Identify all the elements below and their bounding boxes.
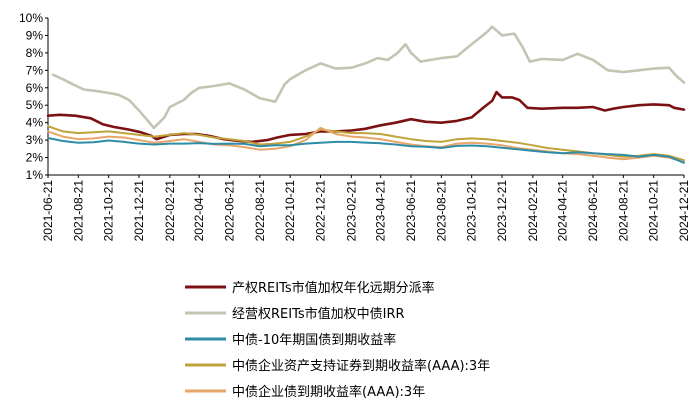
x-tick-label: 2024-10-21 [647,180,661,242]
legend-label: 中债企业资产支持证券到期收益率(AAA):3年 [232,358,490,374]
x-tick-label: 2021-06-21 [41,180,55,242]
x-tick-label: 2024-08-21 [616,180,630,242]
x-tick-label: 2022-04-21 [192,180,206,242]
x-tick-label: 2022-08-21 [253,180,267,242]
y-axis: 1% 2% 3% 4% 5% 6% 7% 8% 9% 10% [19,11,49,182]
x-axis: 2021-06-21 2021-08-21 2021-10-21 2021-12-21… [41,174,691,242]
legend-label: 经营权REITs市值加权中债IRR [232,306,405,322]
y-tick-label: 2% [26,151,44,165]
x-tick-label: 2023-06-21 [404,180,418,242]
plot-lines [46,25,686,164]
x-tick-label: 2022-10-21 [283,180,297,242]
x-tick-label: 2024-06-21 [586,180,600,242]
y-tick-label: 7% [26,63,44,77]
x-tick-label: 2023-04-21 [374,180,388,242]
x-tick-label: 2024-04-21 [556,180,570,242]
y-tick-label: 4% [26,116,44,130]
series-line [51,25,686,130]
series-line [47,126,685,163]
x-tick-label: 2023-12-21 [495,180,509,242]
x-tick-label: 2022-12-21 [314,180,328,242]
y-tick-label: 9% [26,28,44,42]
x-tick-label: 2021-12-21 [132,180,146,242]
x-tick-label: 2023-10-21 [465,180,479,242]
x-tick-label: 2023-08-21 [434,180,448,242]
x-tick-label: 2024-02-21 [526,180,540,242]
x-tick-label: 2021-10-21 [102,180,116,242]
x-tick-label: 2023-02-21 [344,180,358,242]
y-tick-label: 1% [26,168,44,182]
y-tick-label: 10% [19,11,43,25]
series-line [47,137,685,164]
y-tick-label: 5% [26,98,44,112]
x-tick-label: 2024-12-21 [677,180,691,242]
x-tick-label: 2022-06-21 [223,180,237,242]
legend-label: 中债-10年期国债到期收益率 [232,332,396,348]
x-tick-label: 2022-02-21 [163,180,177,242]
legend-label: 中债企业债到期收益率(AAA):3年 [232,384,425,400]
x-tick-label: 2021-08-21 [71,180,85,242]
y-tick-label: 3% [26,133,44,147]
legend-label: 产权REITs市值加权年化远期分派率 [232,280,435,296]
y-tick-label: 6% [26,81,44,95]
y-tick-label: 8% [26,46,44,60]
